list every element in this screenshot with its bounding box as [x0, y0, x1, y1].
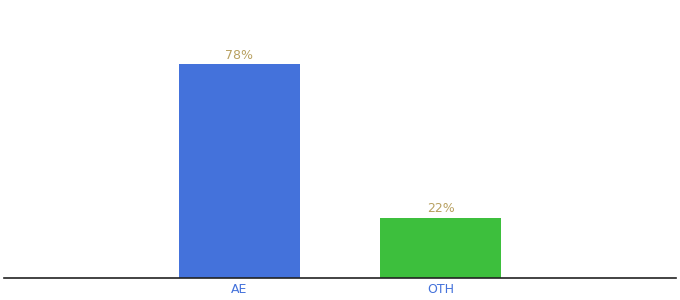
Bar [179, 64, 300, 278]
Bar [380, 218, 501, 278]
Text: 78%: 78% [225, 49, 253, 62]
Text: 22%: 22% [427, 202, 455, 215]
